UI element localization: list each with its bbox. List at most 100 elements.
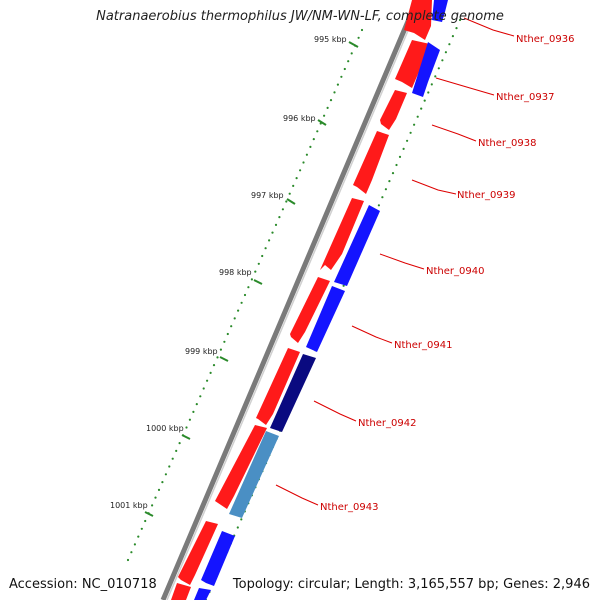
gene-arrow-forward <box>395 40 430 88</box>
leader-line <box>313 400 357 422</box>
gene-labels: Nther_0936 Nther_0937 Nther_0938 Nther_0… <box>320 34 574 513</box>
leader-line <box>351 325 393 344</box>
major-tick <box>219 356 229 362</box>
minor-tick <box>212 364 216 367</box>
minor-tick <box>326 106 329 109</box>
minor-ticks <box>126 18 462 600</box>
minor-tick <box>316 130 319 133</box>
minor-tick <box>126 558 130 562</box>
leader-line <box>431 124 477 142</box>
minor-tick <box>257 262 260 265</box>
minor-tick <box>437 67 440 70</box>
gene-arrow-forward <box>215 425 267 509</box>
genome-summary-text: Topology: circular; Length: 3,165,557 bp… <box>232 577 590 592</box>
minor-tick <box>223 340 226 343</box>
minor-tick <box>154 496 157 499</box>
minor-tick <box>319 122 322 125</box>
minor-tick <box>323 114 326 117</box>
minor-tick <box>254 270 257 273</box>
minor-tick <box>144 519 147 523</box>
minor-tick <box>192 410 195 413</box>
minor-tick <box>240 518 243 521</box>
minor-tick <box>147 512 150 515</box>
minor-tick <box>354 44 357 47</box>
genome-backbone-inner <box>166 0 422 600</box>
kbp-label: 1001 kbp <box>110 501 148 510</box>
minor-tick <box>329 99 333 102</box>
gene-arrow-reverse <box>201 531 235 586</box>
kbp-label: 995 kbp <box>314 35 347 44</box>
minor-tick <box>164 473 167 476</box>
gene-label: Nther_0943 <box>320 502 378 513</box>
minor-tick <box>448 43 451 46</box>
minor-tick <box>350 52 353 55</box>
minor-tick <box>292 184 295 187</box>
minor-tick <box>285 200 288 203</box>
major-tick <box>348 41 359 48</box>
gene-track <box>171 0 448 600</box>
minor-tick <box>333 91 336 94</box>
gene-arrow-reverse <box>334 205 380 286</box>
leader-line <box>275 484 319 506</box>
minor-tick <box>247 286 250 289</box>
minor-tick <box>342 284 345 287</box>
leader-line <box>411 179 457 195</box>
minor-tick <box>264 247 267 250</box>
genome-backbone <box>160 0 420 600</box>
minor-tick <box>240 301 243 304</box>
major-tick <box>286 198 296 205</box>
minor-tick <box>168 465 171 468</box>
minor-tick <box>360 28 364 32</box>
minor-tick <box>216 356 219 359</box>
minor-tick <box>206 379 209 382</box>
minor-tick <box>195 403 198 406</box>
minor-tick <box>268 239 271 242</box>
leader-line <box>435 77 495 96</box>
genome-title: Natranaerobius thermophilus JW/NM-WN-LF,… <box>96 9 504 24</box>
minor-tick <box>388 180 391 183</box>
minor-tick <box>274 223 278 226</box>
gene-arrow-forward <box>380 90 407 130</box>
minor-tick <box>295 177 298 180</box>
minor-tick <box>182 434 185 437</box>
minor-tick <box>130 551 133 554</box>
minor-tick <box>395 163 398 167</box>
gene-label: Nther_0941 <box>394 340 452 351</box>
gene-arrow-forward <box>353 131 389 194</box>
gene-arrow-forward <box>320 198 364 270</box>
minor-tick <box>441 59 444 62</box>
minor-tick <box>233 317 236 320</box>
minor-tick <box>140 527 143 530</box>
gene-label: Nther_0937 <box>496 92 554 103</box>
leader-line <box>379 253 425 270</box>
minor-tick <box>377 204 380 207</box>
gene-arrow-forward <box>171 583 191 600</box>
kbp-label: 1000 kbp <box>146 424 184 433</box>
kbp-label: 999 kbp <box>185 347 218 356</box>
minor-tick <box>219 348 222 351</box>
gene-label: Nther_0939 <box>457 190 515 201</box>
minor-tick <box>430 83 433 86</box>
minor-tick <box>398 155 402 158</box>
minor-tick <box>444 51 447 54</box>
minor-tick <box>357 36 360 39</box>
major-tick <box>317 119 327 126</box>
minor-tick <box>343 67 346 71</box>
minor-tick <box>309 145 312 148</box>
gene-arrow-forward <box>178 521 218 585</box>
gene-label: Nther_0942 <box>358 418 416 429</box>
minor-tick <box>178 442 181 445</box>
major-tick <box>253 279 263 285</box>
minor-tick <box>137 535 140 538</box>
minor-tick <box>312 138 315 141</box>
minor-tick <box>171 457 174 460</box>
leader-line <box>463 17 515 37</box>
minor-tick <box>288 192 291 195</box>
minor-tick <box>302 161 305 164</box>
minor-tick <box>278 216 281 219</box>
minor-tick <box>185 426 188 429</box>
minor-tick <box>406 139 409 142</box>
minor-tick <box>402 147 405 150</box>
minor-tick <box>423 99 426 102</box>
